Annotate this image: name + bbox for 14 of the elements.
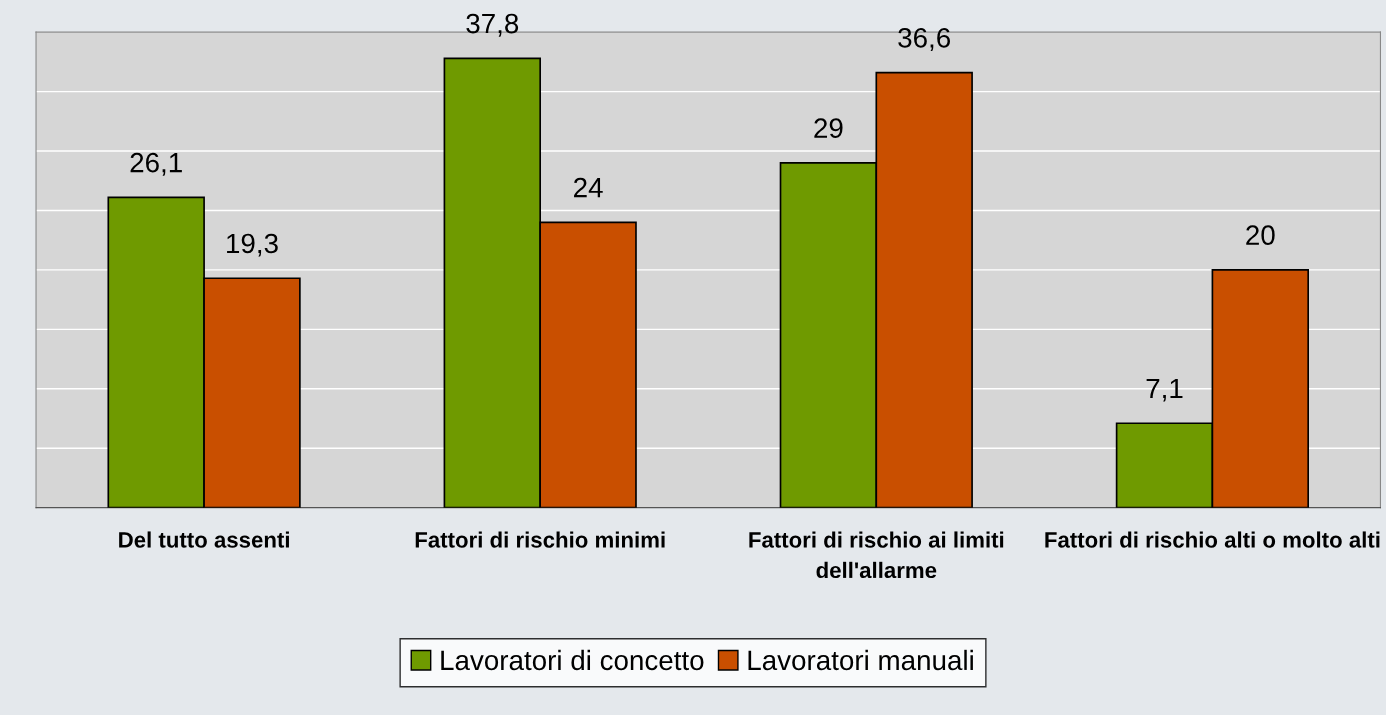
data-label: 7,1 [1146,378,1183,402]
x-tick-label: Fattori di rischio minimi [415,531,665,548]
legend-label: Lavoratori di concetto [441,649,704,671]
data-label: 29 [814,118,843,138]
data-label: 24 [574,177,603,198]
data-label: 36,6 [898,27,951,51]
data-label: 26,1 [130,152,182,176]
data-label: 20 [1246,225,1275,245]
x-tick-label: Del tutto assenti [119,531,289,548]
legend-label: Lavoratori manuali [748,649,973,671]
x-tick-label: Fattori di rischio alti o molto alti [1045,531,1380,548]
x-tick-label: Fattori di rischio ai limiti dell'allarme [749,531,1004,579]
data-label: 37,8 [466,13,519,37]
data-label: 19,3 [227,233,278,257]
